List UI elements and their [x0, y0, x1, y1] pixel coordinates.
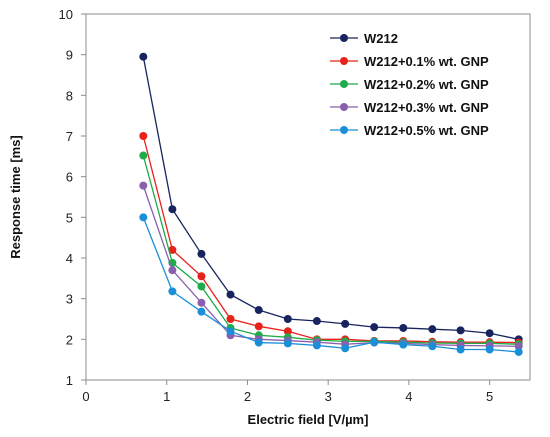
- data-point: [283, 327, 292, 336]
- legend: W212 W212+0.1% wt. GNP W212+0.2% wt. GNP W2…: [330, 31, 489, 138]
- data-point: [485, 329, 494, 338]
- data-point: [312, 317, 321, 326]
- x-tick-label: 4: [405, 389, 412, 404]
- legend-label: W212+0.2% wt. GNP: [364, 77, 489, 92]
- y-axis-title: Response time [ms]: [8, 135, 23, 259]
- data-point: [254, 322, 263, 331]
- legend-label: W212+0.3% wt. GNP: [364, 100, 489, 115]
- x-tick-label: 1: [163, 389, 170, 404]
- data-point: [168, 245, 177, 254]
- y-tick-label: 2: [66, 332, 73, 347]
- legend-swatch-marker: [340, 57, 348, 65]
- y-tick-label: 5: [66, 210, 73, 225]
- data-point: [139, 52, 148, 61]
- data-point: [514, 347, 523, 356]
- data-point: [139, 151, 148, 160]
- series-2: [139, 132, 523, 347]
- data-point: [254, 306, 263, 315]
- series-5: [139, 213, 523, 356]
- data-point: [139, 132, 148, 140]
- series-layer: [139, 52, 523, 356]
- data-point: [226, 315, 235, 323]
- legend-swatch-marker: [340, 103, 348, 111]
- data-point: [197, 307, 206, 316]
- data-point: [197, 272, 206, 281]
- x-axis-title: Electric field [V/µm]: [248, 412, 369, 427]
- legend-swatch-marker: [340, 80, 348, 88]
- series-line: [142, 217, 519, 353]
- data-point: [226, 290, 235, 299]
- legend-label: W212+0.5% wt. GNP: [364, 123, 489, 138]
- data-point: [197, 298, 206, 307]
- data-point: [399, 340, 408, 349]
- data-point: [456, 326, 465, 335]
- data-point: [168, 287, 177, 296]
- data-point: [168, 205, 177, 214]
- series-line: [142, 56, 519, 340]
- x-tick-label: 0: [82, 389, 89, 404]
- legend-swatch-marker: [340, 34, 348, 42]
- y-tick-label: 4: [66, 251, 73, 266]
- data-point: [428, 325, 437, 334]
- data-point: [312, 341, 321, 350]
- data-point: [139, 181, 148, 190]
- plot-border: [85, 13, 531, 381]
- x-tick-label: 2: [244, 389, 251, 404]
- y-tick-label: 9: [66, 48, 73, 63]
- series-1: [139, 52, 523, 344]
- data-point: [514, 342, 523, 351]
- y-tick-label: 1: [66, 373, 73, 388]
- data-point: [399, 323, 408, 332]
- data-point: [197, 249, 206, 258]
- legend-label: W212+0.1% wt. GNP: [364, 54, 489, 69]
- y-tick-label: 8: [66, 88, 73, 103]
- x-tick-label: 3: [325, 389, 332, 404]
- data-point: [197, 282, 206, 291]
- x-tick-label: 5: [486, 389, 493, 404]
- data-point: [283, 339, 292, 348]
- data-point: [456, 345, 465, 354]
- data-point: [168, 266, 177, 275]
- data-point: [428, 342, 437, 351]
- y-tick-label: 6: [66, 170, 73, 185]
- series-line: [142, 155, 519, 345]
- series-line: [142, 135, 519, 344]
- y-tick-label: 10: [59, 7, 73, 22]
- data-point: [341, 344, 350, 353]
- data-point: [370, 323, 379, 332]
- series-3: [139, 151, 523, 349]
- y-tick-label: 7: [66, 129, 73, 144]
- series-line: [142, 185, 519, 347]
- data-point: [139, 213, 148, 222]
- data-point: [254, 338, 263, 347]
- data-point: [485, 345, 494, 354]
- y-tick-label: 3: [66, 292, 73, 307]
- plot-area: [85, 13, 531, 381]
- data-point: [283, 315, 292, 323]
- data-point: [370, 338, 379, 347]
- legend-swatch-marker: [340, 126, 348, 134]
- data-point: [341, 319, 350, 328]
- series-4: [139, 181, 523, 351]
- data-point: [226, 327, 235, 336]
- legend-label: W212: [364, 31, 398, 46]
